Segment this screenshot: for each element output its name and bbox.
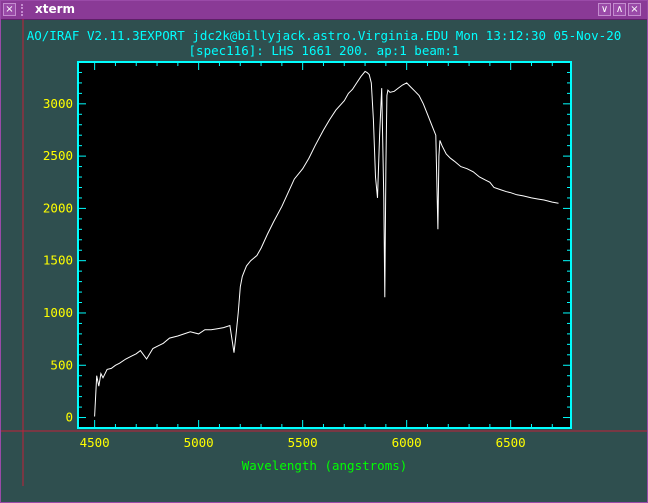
y-tick-label: 2500: [43, 148, 73, 163]
y-tick-label: 1000: [43, 305, 73, 320]
axis-ticks: [78, 62, 571, 428]
plot-title: [spec116]: LHS 1661 200. ap:1 beam:1: [188, 43, 460, 58]
y-tick-label: 3000: [43, 96, 73, 111]
iraf-header-line: AO/IRAF V2.11.3EXPORT jdc2k@billyjack.as…: [26, 28, 622, 43]
y-tick-label: 1500: [43, 253, 73, 268]
y-tick-label: 2000: [43, 200, 73, 215]
x-tick-label: 6500: [496, 435, 526, 450]
title-grip-icon: [21, 4, 33, 16]
x-tick-label: 4500: [80, 435, 110, 450]
maximize-button[interactable]: ∧: [613, 3, 626, 16]
iconify-button[interactable]: ∨: [598, 3, 611, 16]
x-axis-label: Wavelength (angstroms): [242, 458, 408, 473]
window-title: xterm: [35, 2, 76, 16]
title-bar[interactable]: × xterm ∨ ∧ ×: [1, 1, 647, 20]
y-tick-label: 500: [50, 357, 73, 372]
tick-labels: 4500 5000 5500 6000 6500 0 500 1000 1500 2000 2500…: [43, 96, 526, 450]
close-button[interactable]: ×: [628, 3, 641, 16]
window-menu-button[interactable]: ×: [3, 3, 16, 16]
x-tick-label: 5000: [184, 435, 214, 450]
spectrum-trace: [94, 70, 559, 417]
spectrum-plot[interactable]: 4500 5000 5500 6000 6500 0 500 1000 1500 2000 2500…: [1, 1, 647, 486]
y-tick-label: 0: [65, 410, 73, 425]
plot-frame: [77, 61, 572, 429]
x-tick-label: 5500: [288, 435, 318, 450]
x-tick-label: 6000: [392, 435, 422, 450]
